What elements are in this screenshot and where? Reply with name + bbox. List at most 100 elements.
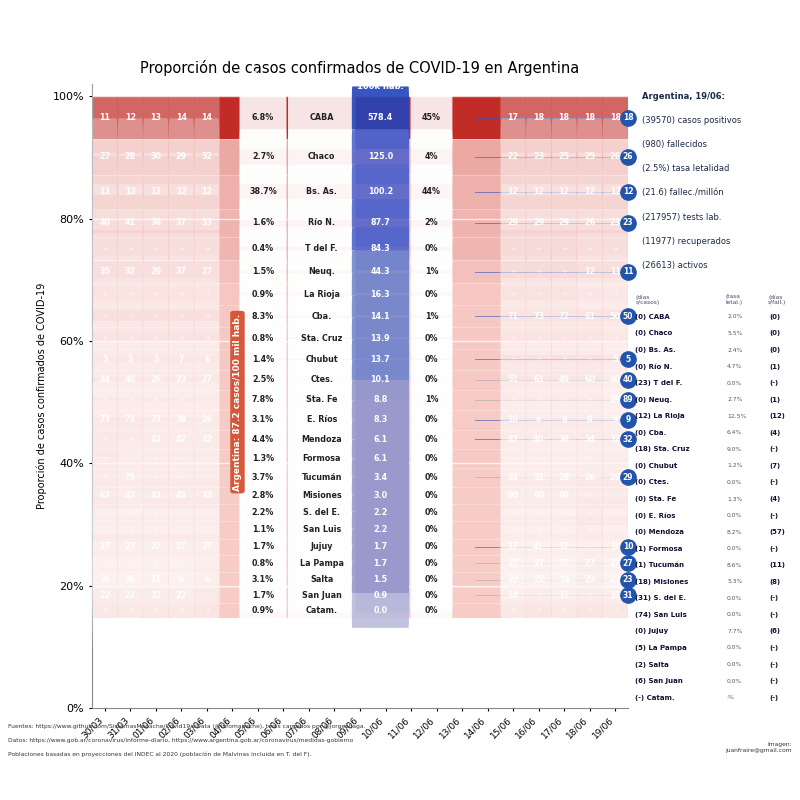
Text: (0) Cba.: (0) Cba.	[635, 430, 666, 436]
Text: (1) Tucumán: (1) Tucumán	[635, 562, 684, 569]
Text: 18: 18	[558, 113, 570, 122]
Bar	[92, 468, 628, 486]
FancyBboxPatch shape	[239, 250, 286, 293]
Text: 42: 42	[176, 435, 187, 444]
FancyBboxPatch shape	[410, 400, 452, 439]
Text: 3.0: 3.0	[374, 491, 387, 500]
Text: 13: 13	[99, 187, 110, 196]
FancyBboxPatch shape	[169, 457, 194, 534]
FancyBboxPatch shape	[577, 382, 602, 458]
Text: 60: 60	[584, 375, 595, 384]
FancyBboxPatch shape	[577, 362, 602, 438]
Text: 12: 12	[507, 187, 518, 196]
FancyBboxPatch shape	[352, 420, 409, 459]
Text: 2.0%: 2.0%	[727, 314, 742, 319]
Text: +: +	[102, 335, 108, 341]
Text: Formosa: Formosa	[302, 454, 341, 463]
Text: +: +	[204, 335, 210, 341]
Text: +: +	[561, 269, 567, 274]
Text: 1.5%: 1.5%	[252, 267, 274, 276]
Text: 0%: 0%	[425, 375, 438, 384]
Text: 26: 26	[622, 152, 634, 162]
FancyBboxPatch shape	[194, 184, 220, 262]
Text: 71: 71	[508, 312, 518, 321]
FancyBboxPatch shape	[169, 342, 194, 418]
FancyBboxPatch shape	[500, 401, 526, 478]
FancyBboxPatch shape	[410, 130, 452, 184]
Text: 10: 10	[610, 542, 621, 551]
Text: 4.7%: 4.7%	[727, 364, 742, 369]
Bar	[92, 430, 628, 450]
FancyBboxPatch shape	[551, 342, 577, 418]
Text: 0%: 0%	[425, 334, 438, 342]
Text: +: +	[536, 356, 542, 362]
FancyBboxPatch shape	[602, 153, 628, 230]
FancyBboxPatch shape	[551, 401, 577, 478]
FancyBboxPatch shape	[239, 400, 286, 439]
FancyBboxPatch shape	[194, 491, 220, 569]
Text: (1): (1)	[770, 363, 781, 370]
Bar	[92, 410, 628, 430]
FancyBboxPatch shape	[577, 491, 602, 569]
Text: 40: 40	[622, 375, 634, 384]
Text: 11: 11	[150, 575, 162, 584]
Text: 33: 33	[202, 218, 212, 227]
FancyBboxPatch shape	[352, 400, 409, 439]
FancyBboxPatch shape	[410, 512, 452, 548]
Text: 3.1%: 3.1%	[252, 575, 274, 584]
Text: 7: 7	[178, 354, 184, 364]
Text: +: +	[586, 246, 593, 251]
FancyBboxPatch shape	[577, 439, 602, 516]
Bar	[92, 571, 628, 587]
Text: 26: 26	[584, 473, 595, 482]
FancyBboxPatch shape	[602, 210, 628, 287]
FancyBboxPatch shape	[143, 508, 169, 586]
FancyBboxPatch shape	[500, 321, 526, 398]
FancyBboxPatch shape	[500, 153, 526, 230]
Text: +: +	[153, 335, 159, 341]
Text: +: +	[561, 246, 567, 251]
FancyBboxPatch shape	[239, 593, 286, 628]
Text: 6: 6	[178, 575, 184, 584]
FancyBboxPatch shape	[92, 233, 118, 310]
Text: (23) T del F.: (23) T del F.	[635, 380, 682, 386]
FancyBboxPatch shape	[143, 362, 169, 438]
Text: +: +	[204, 291, 210, 297]
Text: 35: 35	[99, 267, 110, 276]
FancyBboxPatch shape	[500, 439, 526, 516]
Text: 5.5%: 5.5%	[727, 331, 742, 336]
Text: +: +	[586, 527, 593, 533]
Text: 5: 5	[613, 354, 618, 364]
Text: 8.8: 8.8	[374, 395, 388, 405]
FancyBboxPatch shape	[143, 300, 169, 377]
Text: 51: 51	[508, 375, 518, 384]
FancyBboxPatch shape	[577, 278, 602, 355]
Text: 1.7: 1.7	[374, 559, 387, 568]
FancyBboxPatch shape	[169, 233, 194, 310]
Text: 125.0: 125.0	[368, 152, 393, 162]
FancyBboxPatch shape	[194, 382, 220, 458]
Text: (-): (-)	[770, 595, 779, 602]
Text: +: +	[586, 356, 593, 362]
Text: Datos: https://www.gob.ar/coronavirus/informe-diario, https://www.argentina.gob.: Datos: https://www.gob.ar/coronavirus/in…	[8, 738, 354, 742]
FancyBboxPatch shape	[118, 439, 143, 516]
Text: 23: 23	[584, 575, 595, 584]
FancyBboxPatch shape	[352, 339, 409, 379]
FancyBboxPatch shape	[551, 362, 577, 438]
FancyBboxPatch shape	[410, 339, 452, 379]
Text: (días
s/fall.): (días s/fall.)	[768, 294, 786, 306]
Text: 87.7: 87.7	[370, 218, 390, 227]
Text: Chaco: Chaco	[308, 152, 335, 162]
Text: 29: 29	[150, 267, 162, 276]
Text: +: +	[102, 291, 108, 297]
Text: 9: 9	[613, 415, 618, 424]
FancyBboxPatch shape	[118, 457, 143, 534]
Text: +: +	[127, 291, 134, 297]
FancyBboxPatch shape	[239, 420, 286, 459]
Text: +: +	[561, 456, 567, 462]
Text: 0%: 0%	[425, 491, 438, 500]
Bar	[92, 327, 628, 349]
Text: 8.2%: 8.2%	[727, 530, 742, 534]
FancyBboxPatch shape	[118, 541, 143, 618]
Text: 0%: 0%	[425, 473, 438, 482]
